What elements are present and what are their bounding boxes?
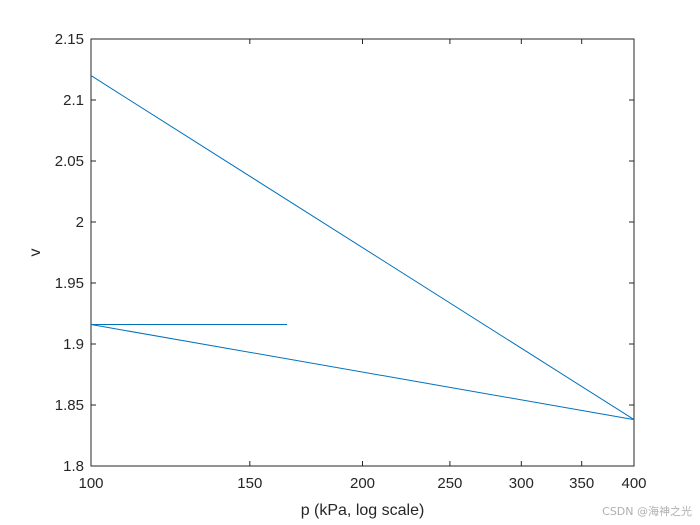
series-line — [90, 75, 635, 421]
ticks-layer: 100 150 200 250 300 350 400 1.8 1.85 1.9 1.95 2 2.05… — [55, 31, 647, 492]
y-tick-label: 1.8 — [63, 458, 84, 475]
y-tick-label: 1.85 — [55, 397, 84, 414]
y-tick-label: 2.05 — [55, 153, 84, 170]
x-tick-label: 350 — [569, 475, 594, 492]
watermark: CSDN @海神之光 — [602, 505, 692, 518]
x-tick-label: 100 — [78, 475, 103, 492]
y-tick-label: 1.9 — [63, 336, 84, 353]
y-tick-label: 2 — [76, 214, 84, 231]
x-tick-label: 400 — [621, 475, 646, 492]
y-axis-title: v — [27, 249, 44, 257]
x-tick-label: 200 — [350, 475, 375, 492]
y-tick-label: 2.15 — [55, 31, 84, 48]
y-tick-label: 2.1 — [63, 92, 84, 109]
y-tick-label: 1.95 — [55, 275, 84, 292]
x-axis-title: p (kPa, log scale) — [301, 502, 425, 519]
x-tick-label: 150 — [237, 475, 262, 492]
plot-area — [90, 38, 635, 467]
series-layer — [90, 75, 635, 421]
x-tick-label: 300 — [509, 475, 534, 492]
x-tick-label: 250 — [437, 475, 462, 492]
